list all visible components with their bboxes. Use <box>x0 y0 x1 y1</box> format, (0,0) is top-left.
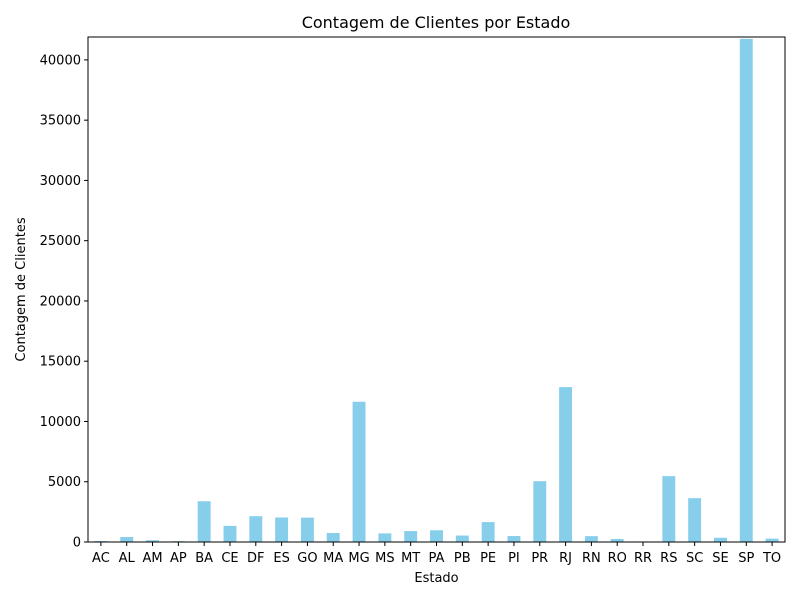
bar-am <box>146 540 159 542</box>
x-tick-label: PA <box>429 551 445 566</box>
bar-mt <box>404 531 418 542</box>
y-tick-label: 20000 <box>40 294 81 309</box>
x-tick-label: PE <box>480 551 496 566</box>
x-tick-label: MG <box>348 551 369 566</box>
bar-df <box>249 516 263 542</box>
bar-pi <box>507 536 521 542</box>
x-tick-label: SP <box>738 551 754 566</box>
bar-ro <box>610 538 624 542</box>
bar-sp <box>739 38 753 543</box>
x-tick-label: GO <box>297 551 317 566</box>
bar-sc <box>688 498 702 542</box>
x-tick-label: MT <box>401 551 420 566</box>
x-tick-label: DF <box>247 551 265 566</box>
y-tick-label: 25000 <box>40 234 81 249</box>
bar-rn <box>584 536 598 542</box>
bar-pb <box>455 535 469 542</box>
x-tick-label: SE <box>712 551 728 566</box>
bar-ba <box>197 501 211 542</box>
x-tick-label: PB <box>454 551 471 566</box>
bar-mg <box>352 401 366 542</box>
bar-ce <box>223 525 237 542</box>
y-tick-label: 40000 <box>40 53 81 68</box>
x-tick-label: RR <box>634 551 652 566</box>
x-tick-label: RS <box>660 551 677 566</box>
x-tick-label: AM <box>142 551 162 566</box>
x-tick-label: MA <box>323 551 343 566</box>
bar-pa <box>430 530 443 542</box>
y-tick-label: 5000 <box>48 475 81 490</box>
x-tick-label: AL <box>119 551 136 566</box>
bar-pr <box>533 481 547 542</box>
x-tick-label: RN <box>582 551 601 566</box>
x-tick-label: RO <box>608 551 627 566</box>
x-tick-label: BA <box>195 551 213 566</box>
bar-rs <box>662 476 676 542</box>
bar-ma <box>326 532 340 542</box>
x-tick-label: PI <box>508 551 520 566</box>
y-tick-label: 0 <box>73 536 81 551</box>
x-tick-label: PR <box>531 551 548 566</box>
y-tick-label: 30000 <box>40 174 81 189</box>
x-axis-ticks: AC AL AM AP BA CE DF ES GO MA MG MS MT PA PB PE PI PR RJ RN… <box>92 542 781 566</box>
chart-title: Contagem de Clientes por Estado <box>302 13 571 32</box>
x-tick-label: AC <box>92 551 110 566</box>
bar-es <box>275 517 289 542</box>
x-axis-label: Estado <box>414 571 458 586</box>
x-tick-label: AP <box>170 551 187 566</box>
bar-go <box>300 517 314 542</box>
x-tick-label: SC <box>686 551 703 566</box>
y-axis-ticks: 0 5000 10000 15000 20000 25000 30000 35000 40000 <box>40 53 88 551</box>
bars <box>94 38 779 543</box>
y-tick-label: 10000 <box>40 415 81 430</box>
bar-al <box>120 537 134 542</box>
x-tick-label: TO <box>762 551 781 566</box>
y-tick-label: 35000 <box>40 114 81 129</box>
plot-frame <box>87 36 786 543</box>
y-axis-label: Contagem de Clientes <box>14 217 29 361</box>
x-tick-label: ES <box>273 551 289 566</box>
bar-se <box>714 537 727 542</box>
x-tick-label: CE <box>221 551 238 566</box>
bar-pe <box>481 522 495 542</box>
x-tick-label: RJ <box>559 551 572 566</box>
bar-ms <box>378 533 392 542</box>
bar-to <box>765 538 779 542</box>
x-tick-label: MS <box>375 551 394 566</box>
y-tick-label: 15000 <box>40 355 81 370</box>
bar-rj <box>559 387 573 542</box>
